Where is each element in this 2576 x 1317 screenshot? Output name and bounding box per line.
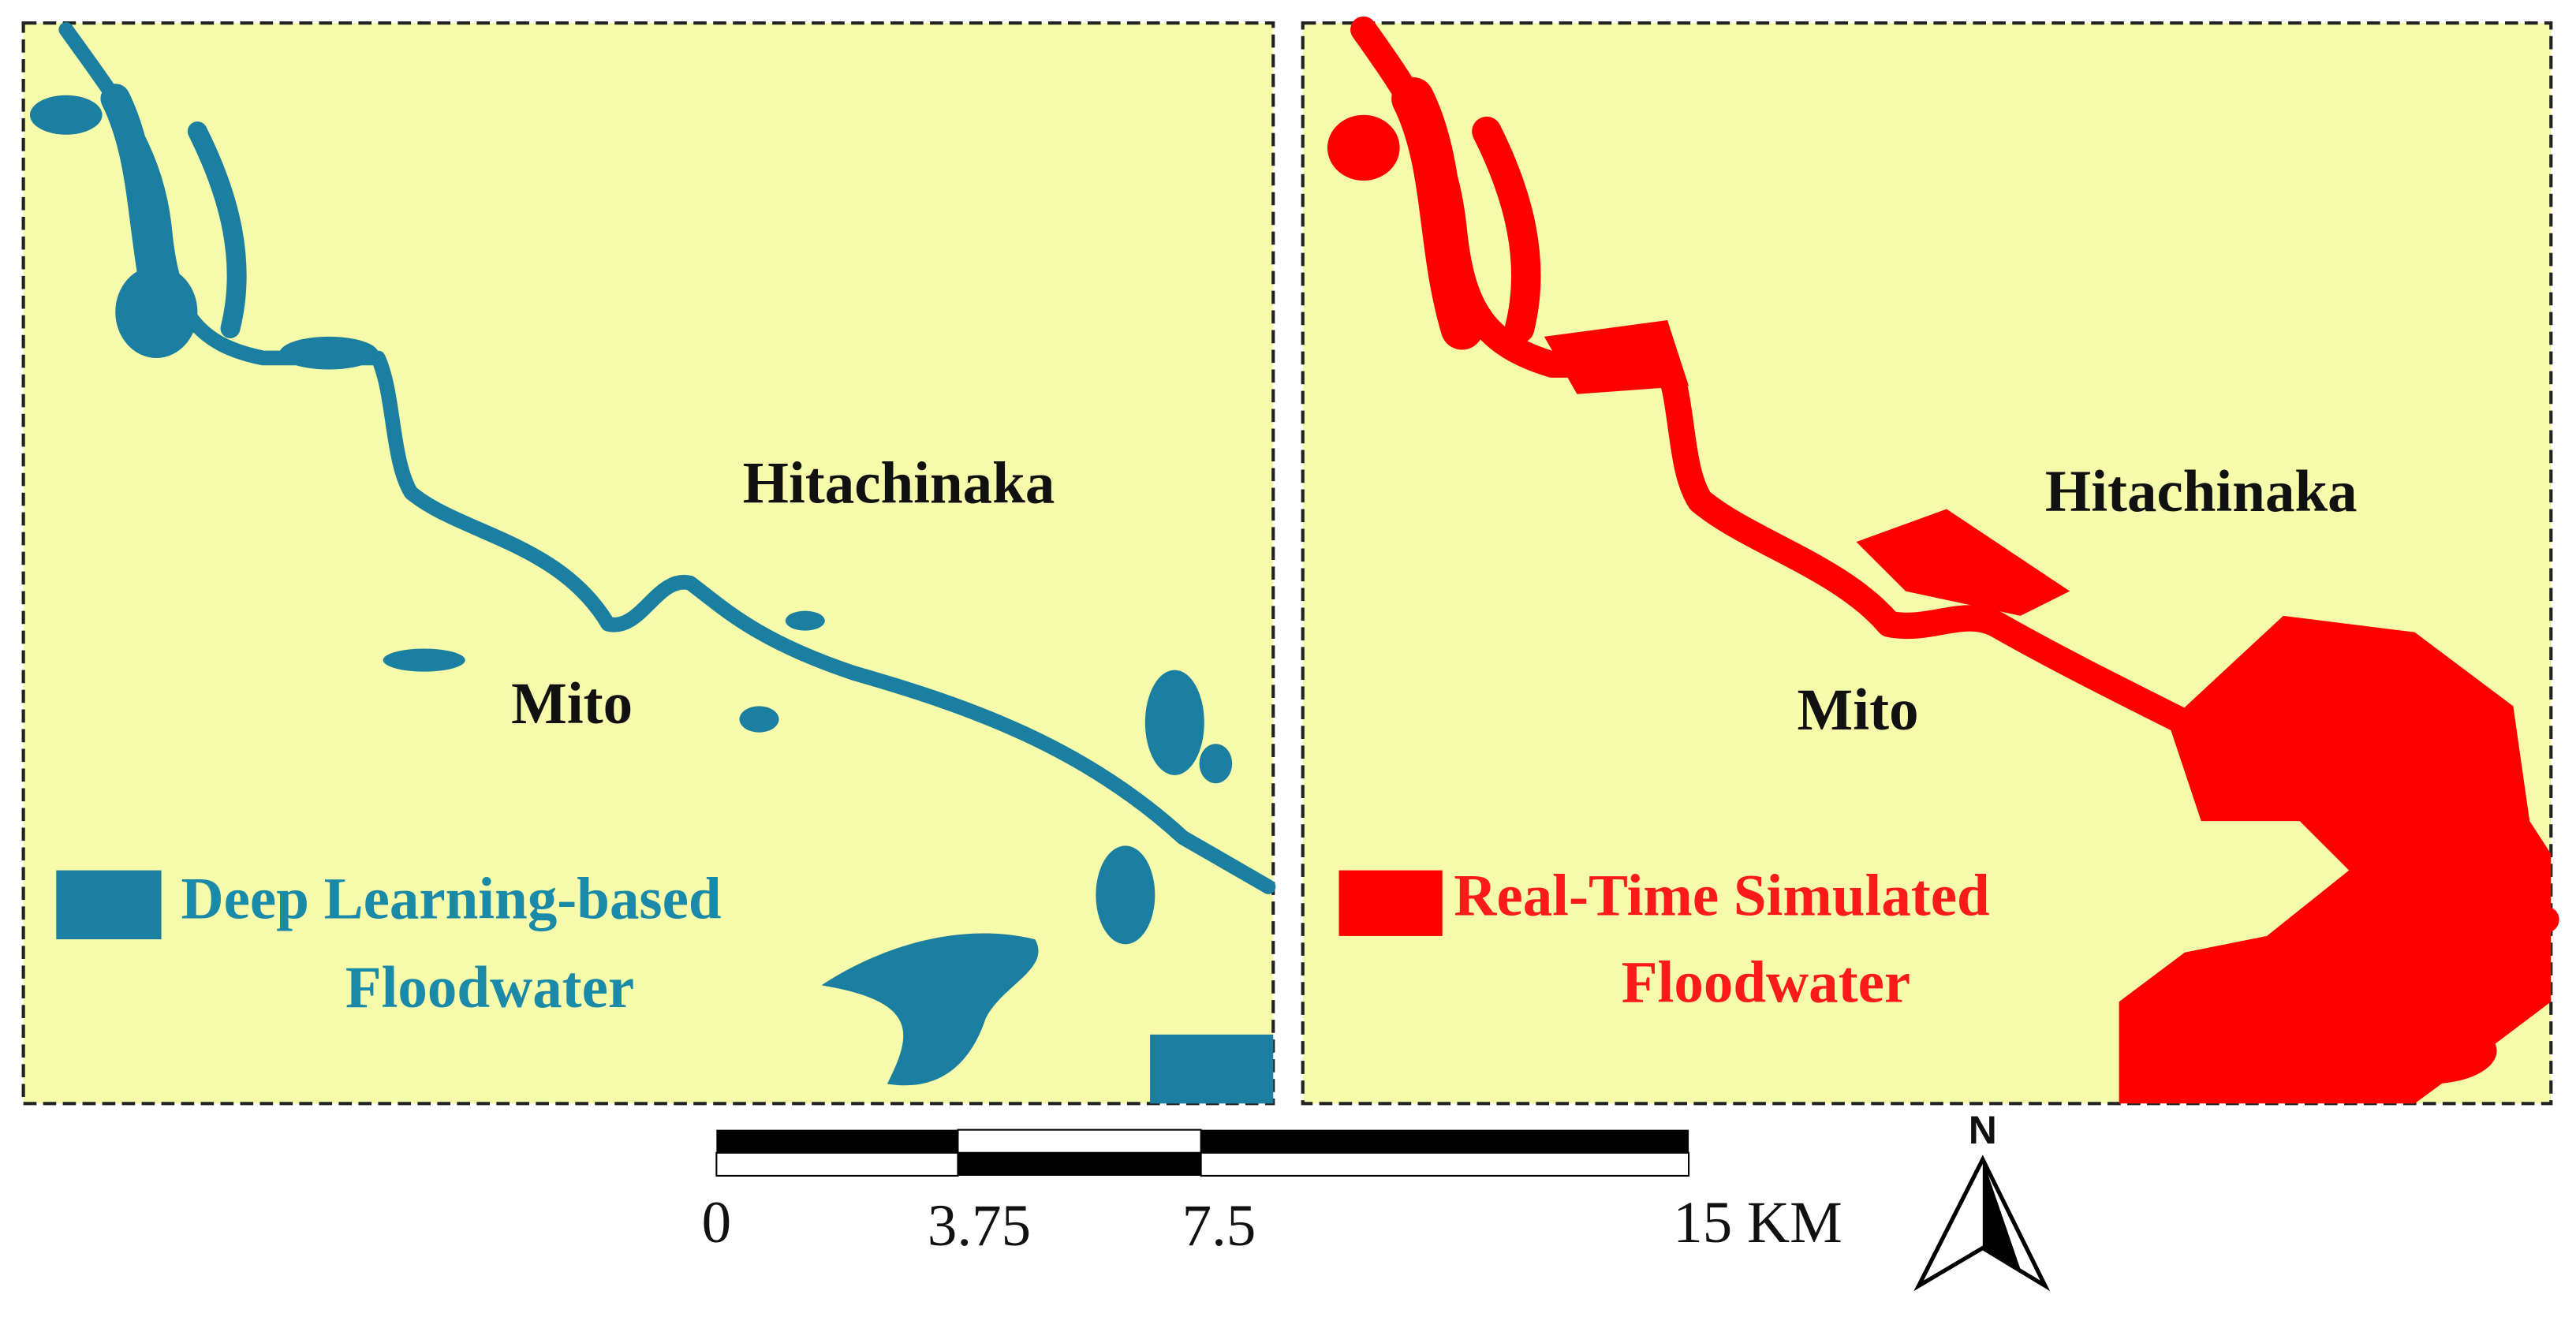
legend-swatch <box>1338 870 1443 936</box>
legend-swatch <box>56 870 162 940</box>
right-panel: Hitachinaka Mito Real-Time Simulated Flo… <box>1301 16 2559 1106</box>
place-label: Mito <box>1798 677 1919 743</box>
legend-text: Floodwater <box>1622 950 1910 1016</box>
flood-patches <box>29 95 1274 1104</box>
scale-label: 15 KM <box>1673 1190 1842 1255</box>
north-arrow: N <box>1913 1108 2051 1292</box>
legend-text: Real-Time Simulated <box>1454 863 1989 928</box>
place-label: Mito <box>511 671 633 737</box>
legend-text: Floodwater <box>345 955 634 1020</box>
legend-text: Deep Learning-based <box>181 867 722 932</box>
place-label: Hitachinaka <box>2045 459 2358 524</box>
scale-bar: 0 3.75 7.5 15 KM <box>702 1129 1842 1259</box>
scale-label: 3.75 <box>928 1193 1031 1259</box>
scale-label: 7.5 <box>1182 1193 1256 1259</box>
flood-patches <box>1327 114 2552 1104</box>
scale-label: 0 <box>702 1190 731 1255</box>
left-panel: Hitachinaka Mito Deep Learning-based Flo… <box>21 21 1276 1106</box>
north-label: N <box>1969 1108 1997 1152</box>
place-label: Hitachinaka <box>743 451 1055 517</box>
